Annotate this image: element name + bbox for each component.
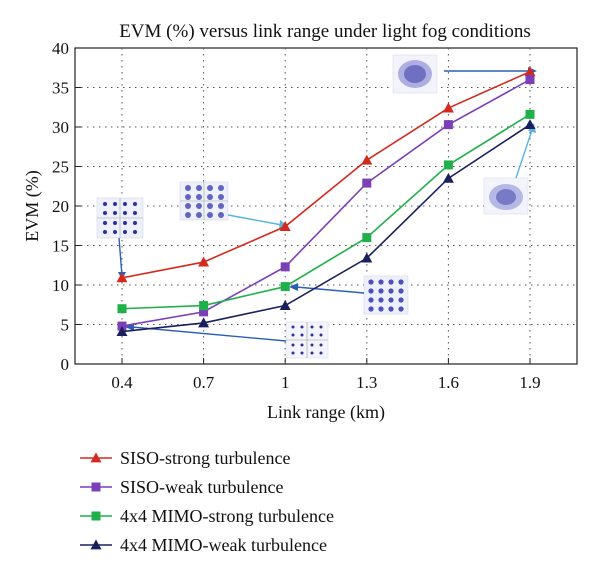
x-tick-label: 1.9	[519, 373, 540, 392]
data-point	[361, 252, 373, 263]
data-point	[198, 317, 210, 328]
data-point	[117, 321, 127, 331]
data-point	[524, 66, 536, 77]
data-point	[362, 233, 372, 243]
constellation-inset-1	[96, 197, 144, 239]
legend-item-3: 4x4 MIMO-strong turbulence	[80, 506, 334, 526]
x-tick-label: 0.7	[193, 373, 215, 392]
y-axis-label: EVM (%)	[22, 170, 43, 241]
y-tick-label: 40	[52, 39, 69, 58]
series-line	[121, 78, 531, 327]
legend-item-4: 4x4 MIMO-weak turbulence	[80, 535, 327, 555]
data-point	[442, 102, 454, 113]
chart-title: EVM (%) versus link range under light fo…	[119, 21, 531, 42]
data-point	[280, 282, 290, 292]
x-tick-label: 1.6	[438, 373, 459, 392]
series-2	[117, 75, 535, 331]
data-point	[198, 256, 210, 267]
data-point	[525, 75, 535, 85]
data-point	[442, 172, 454, 183]
legend-marker	[91, 482, 101, 492]
data-point	[279, 221, 291, 231]
legend-label: 4x4 MIMO-strong turbulence	[120, 506, 334, 526]
data-point	[199, 307, 209, 317]
data-point	[280, 262, 290, 272]
series-1	[116, 66, 536, 283]
x-tick-label: 0.4	[111, 373, 133, 392]
legend-marker	[90, 539, 102, 550]
y-tick-label: 30	[52, 118, 69, 137]
data-point	[117, 304, 127, 314]
annotation-arrows	[118, 67, 537, 342]
constellation-insets	[96, 54, 529, 359]
y-tick-label: 35	[52, 79, 69, 98]
data-point	[525, 109, 535, 119]
series-line	[121, 70, 531, 279]
data-point	[361, 154, 373, 165]
series-line	[121, 123, 531, 333]
data-point	[362, 178, 372, 188]
data-point	[443, 160, 453, 170]
constellation-inset-3	[392, 54, 438, 94]
legend-marker	[91, 511, 101, 521]
x-tick-label: 1.3	[356, 373, 377, 392]
legend: SISO-strong turbulence SISO-weak turbulen…	[80, 448, 334, 555]
data-point	[116, 326, 128, 337]
legend-marker	[90, 452, 102, 463]
constellation-inset-4	[363, 275, 409, 315]
x-axis-label: Link range (km)	[267, 402, 385, 423]
y-tick-label: 10	[52, 276, 69, 295]
data-point	[443, 120, 453, 130]
y-tick-label: 20	[52, 197, 69, 216]
data-point	[524, 119, 536, 130]
y-tick-label: 15	[52, 237, 69, 256]
legend-item-1: SISO-strong turbulence	[80, 448, 290, 468]
y-tick-label: 5	[61, 316, 70, 335]
data-point	[116, 272, 128, 283]
series-lines	[116, 66, 536, 337]
constellation-inset-2	[179, 181, 229, 221]
axes: 0 5 10 15 20 25 30 35 40 0.4 0.7 1 1.3 1.6 1.9	[52, 39, 541, 392]
data-point	[199, 301, 209, 311]
y-tick-label: 25	[52, 158, 69, 177]
constellation-inset-6	[483, 177, 529, 215]
y-tick-label: 0	[61, 355, 70, 374]
legend-label: SISO-strong turbulence	[120, 448, 290, 468]
x-tick-label: 1	[281, 373, 290, 392]
legend-label: 4x4 MIMO-weak turbulence	[120, 535, 327, 555]
data-point	[279, 300, 291, 310]
series-line	[121, 113, 531, 310]
series-3	[117, 109, 535, 314]
legend-label: SISO-weak turbulence	[120, 477, 283, 497]
constellation-inset-5	[285, 321, 329, 359]
series-4	[116, 119, 536, 337]
legend-item-2: SISO-weak turbulence	[80, 477, 283, 497]
